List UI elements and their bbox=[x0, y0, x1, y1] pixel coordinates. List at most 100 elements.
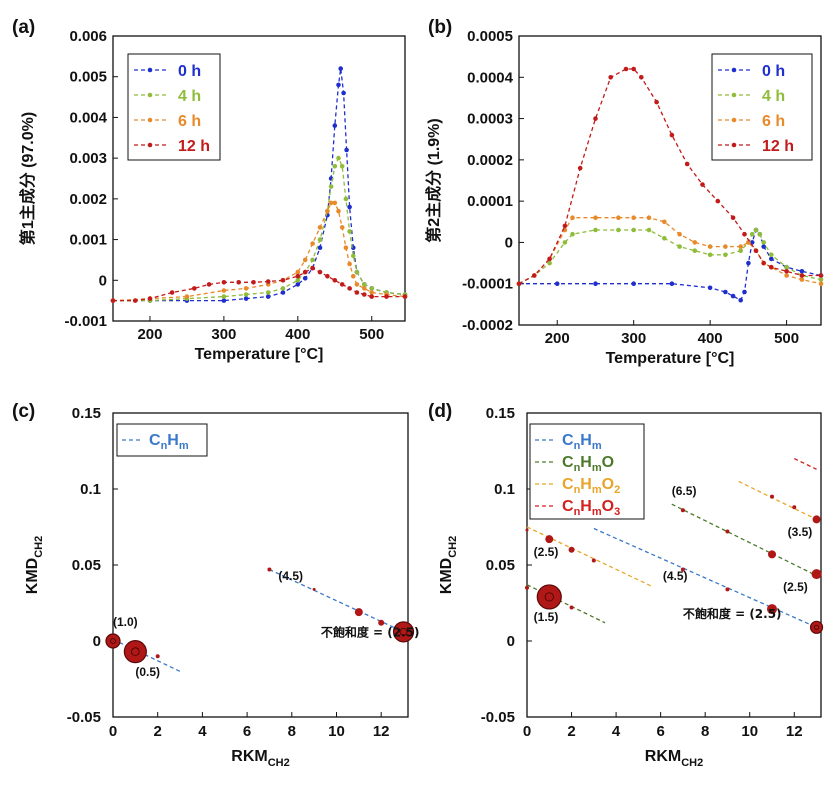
data-point bbox=[707, 252, 713, 258]
data-point bbox=[715, 198, 721, 204]
legend-marker bbox=[731, 117, 737, 123]
legend-label: 12 h bbox=[178, 138, 210, 155]
data-point bbox=[738, 248, 743, 253]
x-tick-label: 10 bbox=[741, 723, 758, 740]
data-point bbox=[646, 215, 652, 220]
x-tick-label: 8 bbox=[701, 723, 709, 740]
data-point bbox=[132, 298, 138, 303]
y-tick-label: 0.0003 bbox=[467, 111, 513, 128]
x-tick-label: 400 bbox=[285, 326, 310, 343]
data-point bbox=[105, 633, 121, 649]
legend-formula-s2: m bbox=[592, 462, 602, 474]
data-point bbox=[328, 184, 334, 189]
data-point bbox=[809, 620, 824, 634]
data-point bbox=[362, 282, 367, 287]
data-point bbox=[725, 529, 730, 534]
data-point bbox=[812, 515, 821, 524]
data-point bbox=[295, 278, 301, 283]
x-tick-label: 2 bbox=[154, 723, 162, 740]
data-point bbox=[243, 292, 249, 297]
legend-formula-s1: n bbox=[574, 462, 581, 474]
data-point bbox=[746, 260, 751, 266]
data-point bbox=[654, 99, 659, 105]
legend-label: 0 h bbox=[762, 63, 785, 80]
data-point bbox=[280, 278, 286, 283]
data-point bbox=[593, 116, 598, 121]
data-point bbox=[362, 286, 367, 291]
data-point bbox=[525, 528, 529, 532]
data-point bbox=[568, 546, 575, 553]
data-point bbox=[351, 253, 356, 259]
legend-formula-s1: n bbox=[574, 506, 581, 518]
plot-frame bbox=[112, 35, 406, 322]
y-tick-label: 0.05 bbox=[486, 557, 515, 574]
trend-line bbox=[671, 503, 817, 577]
x-axis-label-main: RKM bbox=[231, 748, 267, 765]
y-tick-label: 0.006 bbox=[69, 28, 107, 45]
data-point bbox=[547, 260, 552, 266]
x-axis-label: Temperature [°C] bbox=[195, 346, 324, 363]
legend-formula: CnHmO bbox=[562, 454, 614, 474]
data-point bbox=[767, 604, 777, 615]
legend-formula: CnHm bbox=[149, 432, 189, 452]
data-point bbox=[236, 280, 241, 285]
data-point bbox=[354, 290, 360, 295]
legend-formula-mid: H bbox=[580, 454, 592, 471]
data-point bbox=[742, 231, 747, 237]
legend-formula-s3: 2 bbox=[614, 484, 620, 496]
data-point bbox=[784, 264, 789, 270]
data-point bbox=[325, 273, 330, 279]
legend-marker bbox=[731, 67, 737, 73]
legend-label: 6 h bbox=[178, 113, 201, 130]
data-point bbox=[562, 240, 568, 245]
data-point bbox=[325, 208, 330, 214]
annotation-label: (4.5) bbox=[663, 569, 688, 583]
series-0h bbox=[516, 227, 824, 303]
data-point bbox=[818, 281, 824, 287]
data-point bbox=[680, 508, 685, 513]
data-point bbox=[336, 82, 341, 88]
data-point bbox=[338, 66, 344, 71]
x-tick-label: 400 bbox=[698, 330, 723, 347]
y-tick-label: 0.15 bbox=[72, 405, 101, 422]
data-point bbox=[310, 257, 315, 263]
y-tick-label: 0 bbox=[93, 633, 101, 650]
data-point bbox=[623, 66, 629, 72]
y-tick-label: 0.05 bbox=[72, 557, 101, 574]
data-point bbox=[770, 494, 774, 499]
y-tick-label: -0.05 bbox=[481, 709, 515, 726]
data-point bbox=[206, 282, 212, 287]
legend-formula-tail: O bbox=[602, 454, 614, 471]
x-axis-label-main: RKM bbox=[645, 748, 681, 765]
data-point bbox=[616, 227, 621, 233]
data-point bbox=[769, 264, 774, 270]
data-point bbox=[631, 227, 636, 233]
legend-label: 0 h bbox=[178, 63, 201, 80]
annotation-label: (1.5) bbox=[534, 610, 559, 624]
data-point bbox=[169, 290, 175, 295]
data-point bbox=[547, 256, 552, 262]
data-point bbox=[742, 289, 747, 295]
series-12h bbox=[110, 265, 408, 303]
legend-formula-s1: n bbox=[574, 484, 581, 496]
legend-formula-s3: 3 bbox=[614, 506, 620, 518]
data-point-core bbox=[399, 627, 408, 636]
legend-formula-base: C bbox=[562, 454, 574, 471]
data-point bbox=[347, 204, 352, 210]
data-point bbox=[669, 281, 675, 287]
series-4h bbox=[110, 155, 408, 303]
data-point bbox=[608, 75, 613, 80]
data-point bbox=[768, 550, 776, 559]
data-point bbox=[730, 293, 736, 299]
x-tick-label: 6 bbox=[243, 723, 251, 740]
legend-label: 4 h bbox=[762, 88, 785, 105]
legend-label: 6 h bbox=[762, 113, 785, 130]
annotation-label: (4.5) bbox=[278, 569, 303, 583]
data-point bbox=[280, 286, 286, 291]
data-point bbox=[302, 257, 308, 263]
data-point bbox=[707, 285, 713, 291]
data-point bbox=[347, 229, 352, 234]
data-point bbox=[344, 147, 349, 153]
x-tick-label: 0 bbox=[109, 723, 117, 740]
